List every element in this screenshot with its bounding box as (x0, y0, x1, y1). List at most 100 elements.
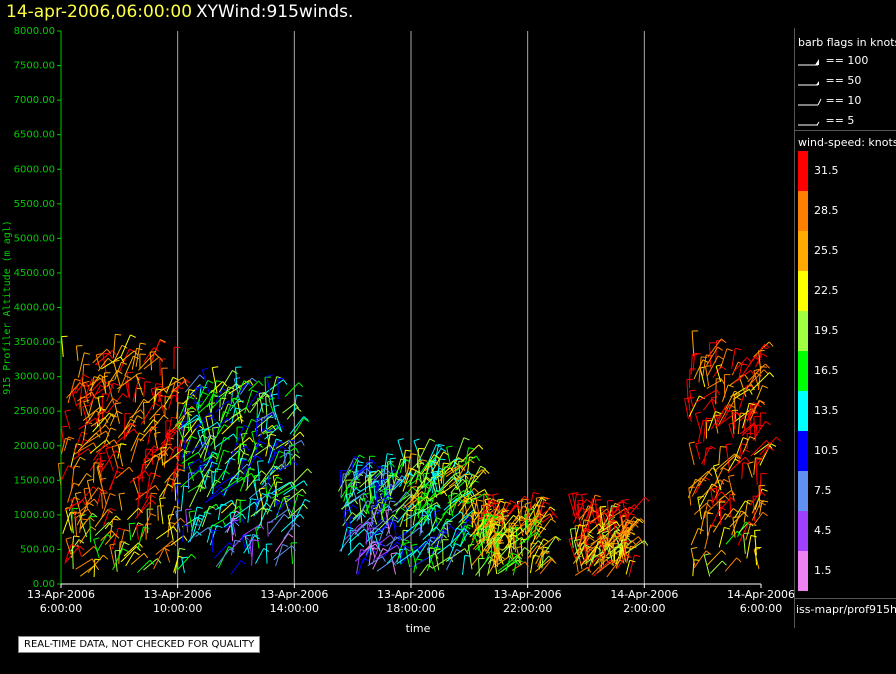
wind-barb (749, 369, 765, 385)
wind-barb (738, 376, 747, 397)
wind-barb-flag (511, 552, 518, 556)
wind-barb-flag (702, 359, 709, 363)
barb-legend-label: == 10 (822, 94, 862, 107)
wind-barb-flag (205, 415, 212, 418)
wind-barb (159, 396, 165, 415)
wind-barb-flag (158, 356, 164, 363)
wind-barb (253, 480, 259, 501)
wind-barb (399, 472, 408, 488)
wind-barb-flag (271, 393, 278, 396)
wind-barb-flag (387, 474, 394, 477)
wind-barb (286, 407, 298, 420)
wind-barb-flag (494, 513, 500, 518)
wind-barb-flag (517, 514, 524, 520)
wind-barb (243, 455, 258, 475)
wind-barb-flag (115, 515, 121, 521)
wind-barb-flag (232, 397, 239, 400)
wind-barb (354, 521, 367, 533)
wind-barb (106, 370, 118, 387)
wind-barb-flag (725, 443, 733, 446)
y-tick-label: 4000.00 (14, 303, 55, 314)
wind-barb-flag (484, 489, 489, 495)
wind-barb (692, 550, 707, 570)
wind-barb (280, 513, 301, 533)
wind-barb-flag (435, 472, 442, 475)
wind-barb (355, 459, 372, 476)
wind-barb (77, 432, 97, 452)
wind-barb (576, 528, 590, 540)
wind-barb-flag (185, 378, 191, 384)
wind-barb (698, 487, 711, 501)
wind-barb (135, 525, 139, 540)
wind-barb (283, 497, 291, 516)
wind-barb-flag (644, 540, 649, 546)
wind-barb (266, 522, 269, 537)
wind-barb-flag (468, 490, 473, 497)
wind-barb (508, 527, 521, 538)
wind-barb (171, 468, 180, 488)
wind-barb (711, 491, 722, 503)
wind-barb (267, 438, 277, 464)
wind-barb-flag (706, 502, 712, 508)
wind-barb (273, 439, 290, 451)
wind-barb-flag (359, 454, 365, 459)
wind-barb (182, 418, 199, 440)
wind-barb (131, 399, 145, 419)
wind-barb-flag (691, 547, 698, 550)
wind-barb-flag (492, 523, 499, 526)
wind-barb-flag (537, 545, 543, 550)
wind-barb-flag (714, 414, 721, 417)
wind-barb-flag (273, 404, 280, 408)
wind-barb (94, 353, 110, 366)
wind-barb (168, 446, 176, 461)
wind-barb-flag (94, 564, 100, 571)
wind-barb-flag (151, 499, 157, 505)
speed-level-label: 28.5 (814, 204, 839, 217)
wind-barb-flag (425, 476, 432, 481)
wind-barb-flag (64, 409, 71, 412)
wind-barb-flag (207, 380, 214, 384)
wind-barb-flag (418, 447, 425, 450)
wind-barb (214, 542, 230, 559)
wind-barb (753, 443, 770, 456)
wind-barb-flag (120, 356, 125, 363)
wind-barb (195, 412, 211, 429)
wind-barb (380, 465, 383, 487)
wind-barb (67, 482, 75, 503)
wind-barb (448, 492, 453, 516)
wind-barb (204, 461, 213, 485)
wind-barb (482, 523, 485, 544)
wind-barb (248, 380, 260, 392)
wind-barb-flag (354, 531, 360, 537)
wind-barb (536, 508, 551, 519)
wind-barb (468, 469, 486, 489)
wind-barb-flag (706, 354, 713, 357)
wind-barb-flag (120, 541, 127, 543)
wind-barb-flag (570, 527, 577, 530)
wind-barb (571, 493, 578, 516)
wind-barb-flag (568, 492, 575, 495)
wind-barb (535, 550, 543, 565)
wind-barb (112, 548, 124, 571)
wind-barb (241, 535, 247, 552)
barb-symbol-icon (798, 121, 820, 126)
wind-barb-flag (490, 514, 496, 520)
wind-barb-flag (196, 516, 203, 520)
wind-barb-flag (209, 412, 215, 418)
wind-barb (60, 426, 64, 443)
wind-barb-flag (503, 509, 510, 512)
wind-barb (756, 385, 763, 400)
wind-barb-flag (180, 517, 186, 523)
wind-barb-flag (150, 494, 156, 499)
wind-barb (365, 522, 369, 545)
wind-barb (470, 499, 477, 517)
wind-barb-flag (425, 477, 431, 483)
wind-barb-flag (154, 474, 161, 478)
wind-barb (721, 409, 730, 424)
wind-barb-flag (453, 460, 458, 466)
wind-barb-flag (631, 540, 637, 546)
wind-barb-flag (267, 493, 272, 499)
wind-barb-flag (240, 560, 246, 565)
wind-barb-flag (253, 478, 260, 482)
wind-barb-flag (499, 500, 506, 504)
